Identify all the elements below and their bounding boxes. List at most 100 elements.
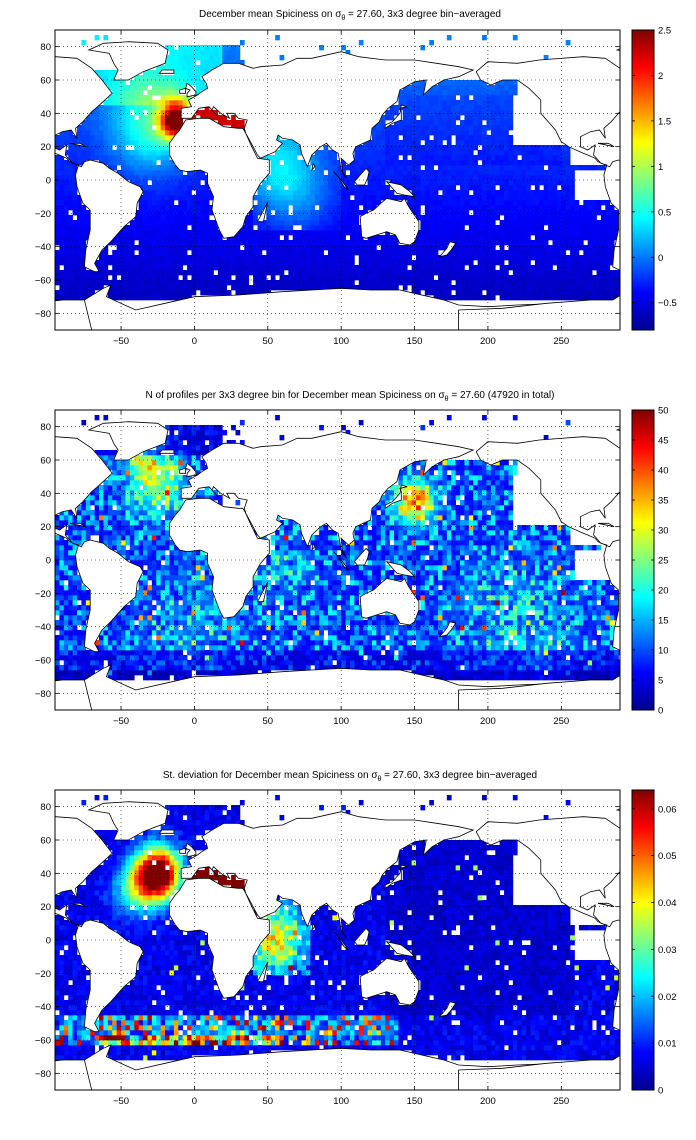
heatmap-cell	[231, 655, 236, 661]
heatmap-cell	[561, 260, 567, 266]
heatmap-cell	[279, 220, 285, 226]
heatmap-cell	[99, 110, 104, 116]
heatmap-cell	[160, 75, 166, 81]
heatmap-cell	[288, 645, 294, 651]
heatmap-cell	[112, 240, 117, 246]
heatmap-cell	[169, 235, 175, 241]
heatmap-cell	[407, 655, 412, 661]
heatmap-cell	[173, 275, 179, 281]
heatmap-cell	[354, 205, 360, 211]
heatmap-cell	[147, 235, 153, 241]
heatmap-cell	[297, 180, 302, 186]
heatmap-cell	[605, 250, 611, 256]
heatmap-cell	[508, 85, 514, 91]
heatmap-cell	[129, 675, 135, 681]
heatmap-cell	[521, 650, 527, 656]
heatmap-cell	[116, 245, 122, 251]
heatmap-cell	[429, 185, 434, 191]
heatmap-cell	[59, 130, 65, 136]
heatmap-cell	[354, 165, 360, 171]
heatmap-cell	[332, 275, 338, 281]
heatmap-cell	[138, 220, 144, 226]
heatmap-cell	[182, 65, 188, 71]
heatmap-cell	[455, 145, 461, 151]
heatmap-cell	[129, 165, 135, 171]
heatmap-cell	[380, 275, 386, 281]
heatmap-cell	[402, 130, 408, 136]
heatmap-cell	[442, 240, 448, 246]
heatmap-cell	[55, 185, 60, 191]
heatmap-cell	[301, 225, 307, 231]
heatmap-cell	[103, 130, 109, 136]
heatmap-cell	[420, 270, 426, 276]
heatmap-cell	[482, 185, 487, 191]
heatmap-cell	[160, 285, 166, 291]
heatmap-cell	[583, 215, 589, 221]
heatmap-cell	[129, 270, 135, 276]
heatmap-cell	[314, 175, 320, 181]
heatmap-cell	[116, 635, 122, 641]
heatmap-cell	[371, 205, 377, 211]
heatmap-cell	[323, 160, 329, 166]
heatmap-cell	[165, 230, 170, 236]
heatmap-cell	[125, 95, 131, 101]
heatmap-cell	[534, 235, 540, 241]
heatmap-cell	[182, 180, 188, 186]
heatmap-cell	[583, 285, 589, 291]
heatmap-cell	[138, 645, 144, 651]
heatmap-cell	[587, 670, 593, 676]
heatmap-cell	[543, 180, 549, 186]
heatmap-cell	[323, 260, 329, 266]
heatmap-cell	[187, 255, 192, 261]
heatmap-cell	[411, 130, 417, 136]
heatmap-cell	[552, 655, 558, 661]
heatmap-cell	[420, 200, 426, 206]
heatmap-cell	[90, 130, 95, 136]
heatmap-cell	[261, 190, 267, 196]
heatmap-cell	[490, 235, 496, 241]
heatmap-cell	[156, 115, 162, 121]
heatmap-cell	[385, 265, 390, 271]
heatmap-cell	[85, 280, 91, 286]
heatmap-cell	[429, 220, 434, 226]
heatmap-cell	[345, 655, 351, 661]
heatmap-cell	[68, 140, 73, 146]
heatmap-cell	[407, 650, 412, 656]
heatmap-cell	[411, 210, 417, 216]
heatmap-cell	[55, 235, 60, 241]
heatmap-cell	[451, 190, 456, 196]
heatmap-cell	[592, 285, 597, 291]
heatmap-cell	[129, 670, 135, 676]
heatmap-cell	[239, 645, 245, 651]
heatmap-cell	[191, 195, 197, 201]
heatmap-cell	[55, 280, 60, 286]
heatmap-cell	[464, 80, 470, 86]
heatmap-cell	[596, 210, 602, 216]
heatmap-cell	[59, 220, 65, 226]
heatmap-cell	[173, 280, 179, 286]
heatmap-cell	[424, 155, 430, 161]
heatmap-cell	[151, 280, 157, 286]
heatmap-cell	[90, 660, 95, 666]
heatmap-cell	[578, 220, 584, 226]
heatmap-cell	[376, 145, 382, 151]
heatmap-cell	[402, 90, 408, 96]
heatmap-cell	[143, 105, 148, 111]
heatmap-cell	[103, 260, 109, 266]
heatmap-cell	[504, 205, 509, 211]
heatmap-cell	[486, 260, 492, 266]
heatmap-cell	[385, 140, 390, 146]
heatmap-cell	[94, 655, 100, 661]
heatmap-cell	[147, 130, 153, 136]
heatmap-cell	[552, 165, 558, 171]
heatmap-cell	[77, 245, 82, 251]
heatmap-cell	[209, 45, 214, 51]
heatmap-cell	[288, 650, 294, 656]
heatmap-cell	[473, 290, 478, 296]
heatmap-cell	[160, 235, 166, 241]
heatmap-cell	[222, 120, 228, 126]
heatmap-cell	[244, 290, 250, 296]
heatmap-cell	[565, 245, 571, 251]
heatmap-cell	[512, 285, 518, 291]
heatmap-cell	[195, 50, 201, 56]
